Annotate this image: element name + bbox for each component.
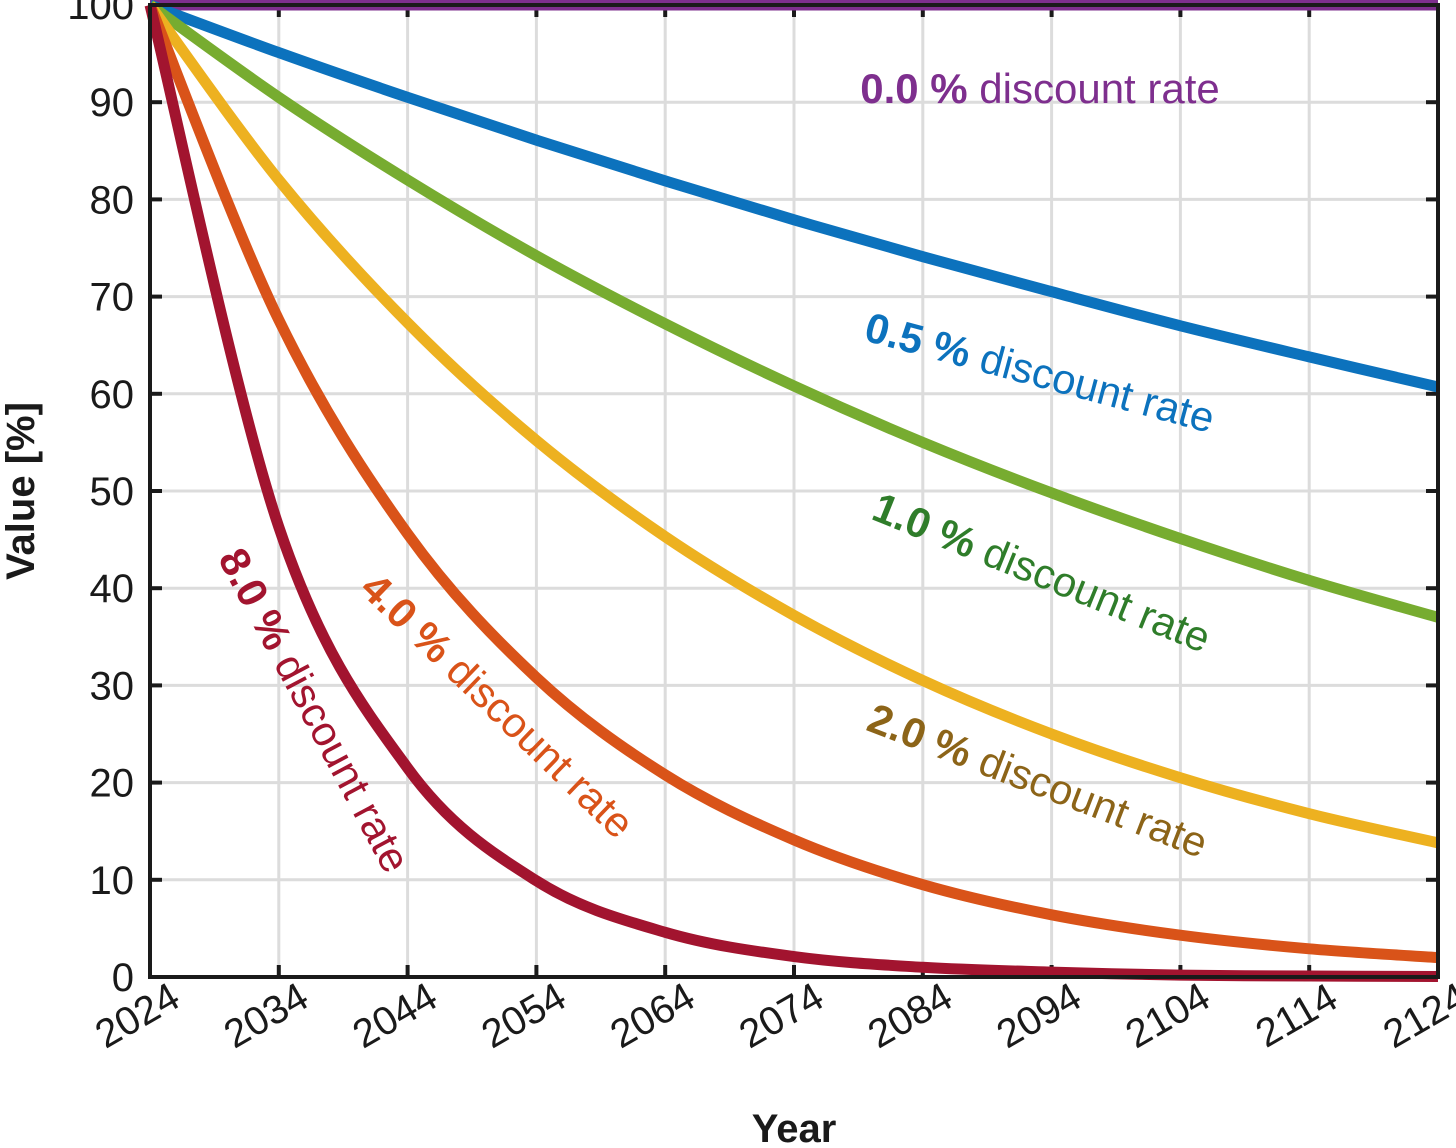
x-tick-label: 2124 — [1376, 974, 1456, 1057]
x-tick-label: 2074 — [732, 974, 831, 1057]
x-tick-label: 2054 — [474, 974, 573, 1057]
y-tick-label: 20 — [90, 762, 135, 806]
x-tick-label: 2114 — [1248, 975, 1344, 1056]
series-line — [145, 1, 1440, 849]
x-tick-label: 2094 — [990, 974, 1089, 1057]
y-tick-label: 70 — [90, 276, 135, 320]
x-tick-label: 2024 — [88, 974, 187, 1057]
y-tick-label: 60 — [90, 373, 135, 417]
y-tick-label: 30 — [90, 664, 135, 708]
series-rate: 0.5 % — [860, 303, 976, 376]
x-tick-label: 2104 — [1118, 974, 1217, 1057]
y-tick-label: 90 — [90, 81, 135, 125]
series-line — [144, 2, 1439, 964]
x-tick-label: 2084 — [861, 974, 960, 1057]
series-label: 1.0 % discount rate — [867, 483, 1218, 661]
y-tick-label: 80 — [90, 178, 135, 222]
y-tick-label: 50 — [90, 470, 135, 514]
x-tick-label: 2064 — [603, 974, 702, 1057]
x-axis-label: Year — [752, 1107, 837, 1148]
y-axis-label: Value [%] — [0, 402, 43, 580]
x-tick-labels: 2024 2034 2044 2054 2064 2074 2084 2094 2104 2114… — [88, 974, 1456, 1057]
series-label: 4.0 % discount rate — [352, 563, 643, 847]
series-rate: 2.0 % — [862, 694, 979, 776]
x-tick-label: 2034 — [217, 974, 316, 1057]
grid-lines — [148, 3, 1440, 979]
y-tick-label: 100 — [67, 0, 134, 28]
y-tick-label: 10 — [90, 859, 135, 903]
y-tick-label: 0 — [112, 956, 134, 1000]
series-rate: 1.0 % — [867, 483, 984, 567]
series-line — [146, 0, 1440, 623]
series-label: 2.0 % discount rate — [862, 694, 1215, 867]
series-suffix: discount rate — [968, 65, 1220, 112]
x-tick-label: 2044 — [346, 974, 445, 1057]
plot-frame — [148, 3, 1440, 979]
y-tick-labels: 0 10 20 30 40 50 60 70 80 90 100 — [67, 0, 134, 1000]
series-line — [148, 0, 1440, 393]
y-tick-label: 40 — [90, 567, 135, 611]
series-rate: 0.0 % — [860, 65, 967, 112]
series-label: 0.0 % discount rate — [860, 65, 1220, 112]
